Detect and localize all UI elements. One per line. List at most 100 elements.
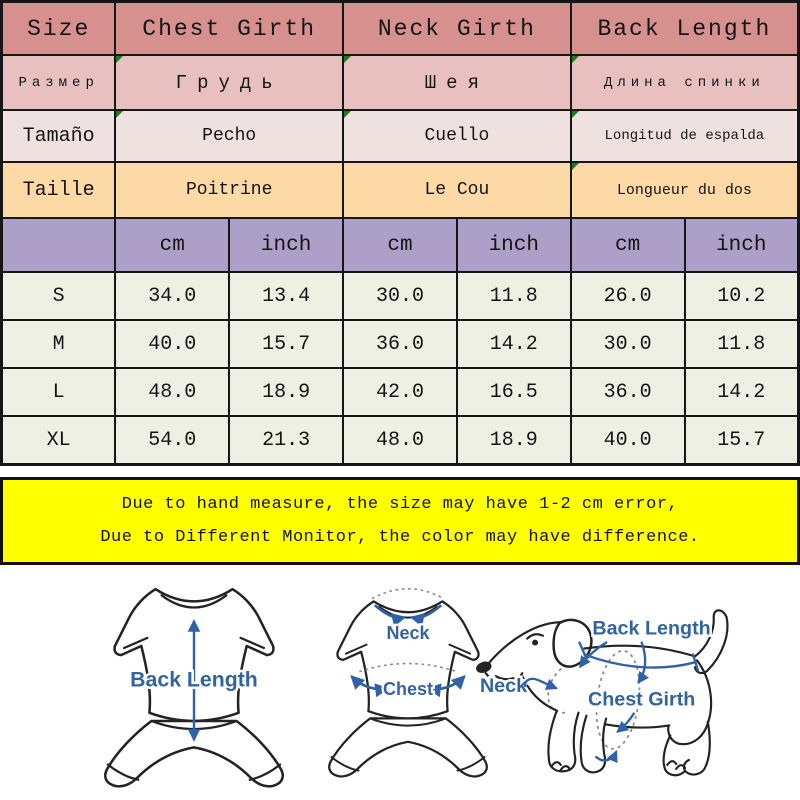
sleeve-cuff-line [239,636,266,650]
header-row-russian: Размер Грудь Шея Длина спинки [0,54,800,111]
leg-cuff-line [330,756,360,772]
back-length-label: Back Length [130,668,258,692]
dog-eyebrow [526,633,545,640]
suit-bodice [336,600,480,720]
dog-chest-dashed-ellipse [595,649,641,750]
unit-inch: inch [683,217,800,273]
value-cell: 16.5 [455,367,572,417]
collar-inner-line [160,594,228,609]
back-length-measure-line [583,653,697,669]
value-cell: 48.0 [114,367,231,417]
arrow-chest-bottom-hook [595,749,618,764]
dog-head-top [486,621,568,666]
neck-arrow-left [374,604,407,627]
size-label: S [0,271,117,321]
dog-mouth [494,675,515,681]
chest-arrow-right [426,675,466,698]
dog-front-leg-2 [579,714,608,774]
sleeve-cuff-line [448,643,472,655]
es-neck: Cuello [342,109,572,163]
sleeve-cuff-line [344,643,368,655]
ru-back: Длина спинки [569,54,800,111]
value-cell: 36.0 [342,319,458,369]
size-table: Size Chest Girth Neck Girth Back Length … [0,0,800,466]
unit-cm: cm [569,217,686,273]
collar-inner-line [378,605,438,619]
value-cell: 26.0 [569,271,686,321]
comment-marker-icon [572,112,579,118]
es-neck-label: Cuello [424,126,490,146]
value-cell: 40.0 [569,415,686,466]
size-label: XL [0,415,117,466]
value-cell: 21.3 [228,415,345,466]
unit-cm: cm [114,217,231,273]
size-row-m: M 40.0 15.7 36.0 14.2 30.0 11.8 [0,319,800,369]
dog-hind-toes [666,760,687,770]
comment-marker-icon [117,112,124,118]
value-cell: 14.2 [455,319,572,369]
comment-marker-icon [572,164,579,170]
comment-marker-icon [572,57,579,63]
ru-back-label: Длина спинки [603,74,765,91]
value-cell: 54.0 [114,415,231,466]
value-cell: 34.0 [114,271,231,321]
arrow-to-chest-ellipse [616,712,635,733]
value-cell: 36.0 [569,367,686,417]
dog-neck-dashed-line [547,663,568,714]
dog-front-toes [550,761,571,771]
ru-chest-label: Грудь [175,71,283,94]
fr-back-label: Longueur du dos [616,181,752,199]
size-row-xl: XL 54.0 21.3 48.0 18.9 40.0 15.7 [0,415,800,466]
neck-dotted-arc [371,588,445,600]
value-cell: 11.8 [683,319,800,369]
size-label: M [0,319,117,369]
jumpsuit-front-figure: Neck Chest [328,588,488,778]
dog-hind-leg-front [662,734,686,777]
header-row-french: Taille Poitrine Le Cou Longueur du dos [0,161,800,219]
units-row: cm inch cm inch cm inch [0,217,800,273]
ru-neck: Шея [342,54,572,111]
size-row-l: L 48.0 18.9 42.0 16.5 36.0 14.2 [0,367,800,417]
comment-marker-icon [345,57,352,63]
suit-legs [103,719,285,788]
unit-inch: inch [228,217,345,273]
es-size: Tamaño [0,109,117,163]
ru-neck-label: Шея [424,71,489,94]
value-cell: 15.7 [683,415,800,466]
dog-figure: Back Length Neck Chest Girth [476,609,729,777]
leg-cuff-line [106,763,140,781]
value-cell: 48.0 [342,415,458,466]
disclaimer-line-1: Due to hand measure, the size may have 1… [121,494,679,514]
value-cell: 30.0 [569,319,686,369]
value-cell: 13.4 [228,271,345,321]
neck-arrow-right [409,604,442,627]
leg-cuff-line [456,756,486,772]
value-cell: 11.8 [455,271,572,321]
dog-belly [605,723,671,729]
size-row-s: S 34.0 13.4 30.0 11.8 26.0 10.2 [0,271,800,321]
header-back-length: Back Length [569,0,800,56]
dog-hind-thigh [667,659,713,746]
measure-tick-right [691,653,700,672]
value-cell: 18.9 [228,367,345,417]
es-chest: Pecho [114,109,345,163]
unit-cm: cm [342,217,458,273]
waistband-line [369,717,447,727]
dog-eye [532,639,539,646]
ru-chest: Грудь [114,54,345,111]
value-cell: 18.9 [455,415,572,466]
header-row-spanish: Tamaño Pecho Cuello Longitud de espalda [0,109,800,163]
jumpsuit-back-figure: Back Length [103,587,285,788]
chest-dotted-arc [359,662,457,673]
chest-label: Chest [383,679,433,699]
comment-marker-icon [345,112,352,118]
ru-size: Размер [0,54,117,111]
comment-marker-icon [117,57,124,63]
sleeve-cuff-line [122,636,149,650]
arrow-to-chest-top [637,641,649,684]
units-empty-cell [0,217,117,273]
value-cell: 30.0 [342,271,458,321]
value-cell: 14.2 [683,367,800,417]
es-chest-label: Pecho [202,126,257,146]
